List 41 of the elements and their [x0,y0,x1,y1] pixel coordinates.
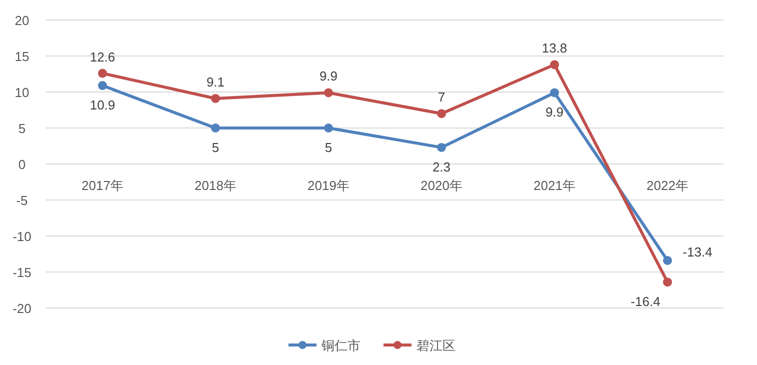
data-label: 5 [212,140,220,155]
data-label: -13.4 [682,244,712,260]
x-tick-label: 2017年 [82,178,124,193]
x-tick-label: 2019年 [308,178,350,193]
data-label: 12.6 [90,49,116,64]
point [98,68,107,78]
point [550,60,559,70]
data-label: 7 [438,90,446,105]
point [98,81,107,90]
point [211,94,220,103]
point [211,124,220,132]
y-tick-label: -5 [16,193,28,208]
point [324,88,333,98]
y-tick-label: -15 [12,265,32,280]
legend-label: 铜仁市 [320,338,360,353]
legend-label: 碧江区 [416,338,456,353]
y-tick-label: -20 [12,301,32,316]
data-label: 5 [324,140,332,155]
data-label: 9.9 [319,68,338,84]
point [324,124,333,132]
data-label: 10.9 [90,98,116,113]
point [550,88,559,98]
x-tick-label: 2018年 [194,178,236,193]
x-tick-label: 2022年 [646,178,688,193]
y-tick-label: 0 [18,157,26,172]
data-label: 13.8 [542,40,568,56]
x-tick-label: 2021年 [534,178,576,193]
data-label: 9.9 [545,104,564,120]
point [437,142,446,152]
y-tick-label: -10 [12,229,32,244]
point [663,256,672,265]
data-label: -16.4 [630,294,660,310]
y-tick-label: 5 [18,121,26,136]
point [437,109,446,118]
y-tick-label: 15 [14,49,30,64]
data-label: 2.3 [432,159,451,174]
data-label: 9.1 [206,74,225,90]
x-tick-label: 2020年 [420,178,462,193]
y-tick-label: 20 [14,13,30,28]
y-tick-label: 10 [14,85,30,100]
point [663,278,672,287]
